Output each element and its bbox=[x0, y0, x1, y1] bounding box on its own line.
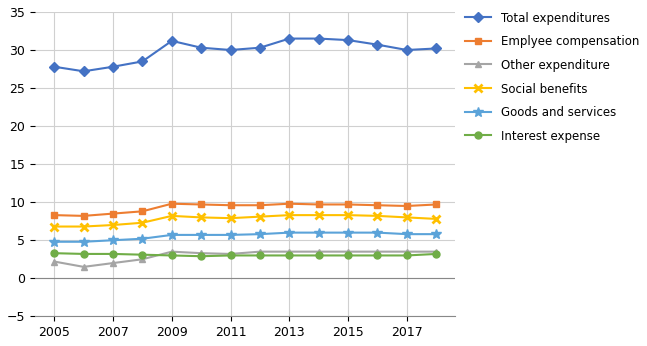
Interest expense bbox=[315, 253, 323, 257]
Total expenditures bbox=[373, 43, 381, 47]
Line: Other expenditure: Other expenditure bbox=[51, 248, 440, 270]
Other expenditure bbox=[226, 252, 234, 256]
Other expenditure bbox=[344, 249, 352, 254]
Other expenditure bbox=[197, 251, 205, 255]
Emplyee compensation bbox=[373, 203, 381, 207]
Line: Interest expense: Interest expense bbox=[51, 250, 440, 260]
Other expenditure bbox=[432, 249, 440, 254]
Goods and services bbox=[432, 232, 440, 236]
Social benefits bbox=[80, 225, 87, 229]
Goods and services bbox=[226, 233, 234, 237]
Social benefits bbox=[285, 213, 293, 217]
Legend: Total expenditures, Emplyee compensation, Other expenditure, Social benefits, Go: Total expenditures, Emplyee compensation… bbox=[465, 12, 639, 143]
Line: Emplyee compensation: Emplyee compensation bbox=[51, 200, 440, 219]
Emplyee compensation bbox=[80, 214, 87, 218]
Goods and services bbox=[168, 233, 176, 237]
Interest expense bbox=[168, 253, 176, 257]
Emplyee compensation bbox=[403, 204, 411, 208]
Goods and services bbox=[256, 232, 264, 236]
Total expenditures bbox=[256, 46, 264, 50]
Total expenditures bbox=[226, 48, 234, 52]
Total expenditures bbox=[432, 46, 440, 51]
Total expenditures bbox=[138, 59, 146, 63]
Total expenditures bbox=[197, 46, 205, 50]
Interest expense bbox=[256, 253, 264, 257]
Emplyee compensation bbox=[109, 211, 117, 216]
Total expenditures bbox=[109, 65, 117, 69]
Total expenditures bbox=[403, 48, 411, 52]
Goods and services bbox=[50, 240, 58, 244]
Social benefits bbox=[226, 216, 234, 220]
Interest expense bbox=[80, 252, 87, 256]
Interest expense bbox=[197, 254, 205, 258]
Other expenditure bbox=[168, 249, 176, 254]
Goods and services bbox=[285, 230, 293, 235]
Social benefits bbox=[138, 221, 146, 225]
Emplyee compensation bbox=[315, 202, 323, 207]
Other expenditure bbox=[285, 249, 293, 254]
Other expenditure bbox=[256, 249, 264, 254]
Interest expense bbox=[373, 253, 381, 257]
Goods and services bbox=[403, 232, 411, 236]
Total expenditures bbox=[50, 65, 58, 69]
Goods and services bbox=[315, 230, 323, 235]
Other expenditure bbox=[373, 249, 381, 254]
Emplyee compensation bbox=[226, 203, 234, 207]
Interest expense bbox=[138, 253, 146, 257]
Other expenditure bbox=[80, 265, 87, 269]
Social benefits bbox=[432, 217, 440, 221]
Social benefits bbox=[256, 215, 264, 219]
Emplyee compensation bbox=[197, 202, 205, 207]
Social benefits bbox=[109, 223, 117, 227]
Emplyee compensation bbox=[256, 203, 264, 207]
Total expenditures bbox=[344, 38, 352, 42]
Interest expense bbox=[109, 252, 117, 256]
Social benefits bbox=[197, 215, 205, 219]
Line: Social benefits: Social benefits bbox=[50, 211, 441, 231]
Line: Goods and services: Goods and services bbox=[49, 228, 441, 247]
Interest expense bbox=[432, 252, 440, 256]
Total expenditures bbox=[315, 36, 323, 40]
Goods and services bbox=[344, 230, 352, 235]
Other expenditure bbox=[138, 257, 146, 261]
Emplyee compensation bbox=[138, 209, 146, 213]
Social benefits bbox=[50, 225, 58, 229]
Goods and services bbox=[197, 233, 205, 237]
Interest expense bbox=[50, 251, 58, 255]
Emplyee compensation bbox=[432, 202, 440, 207]
Total expenditures bbox=[80, 69, 87, 73]
Total expenditures bbox=[285, 36, 293, 40]
Goods and services bbox=[138, 237, 146, 241]
Other expenditure bbox=[109, 261, 117, 265]
Other expenditure bbox=[403, 249, 411, 254]
Line: Total expenditures: Total expenditures bbox=[51, 35, 440, 75]
Interest expense bbox=[285, 253, 293, 257]
Emplyee compensation bbox=[285, 202, 293, 206]
Total expenditures bbox=[168, 39, 176, 43]
Interest expense bbox=[344, 253, 352, 257]
Other expenditure bbox=[315, 249, 323, 254]
Emplyee compensation bbox=[344, 202, 352, 207]
Other expenditure bbox=[50, 260, 58, 264]
Emplyee compensation bbox=[50, 213, 58, 217]
Goods and services bbox=[80, 240, 87, 244]
Social benefits bbox=[403, 215, 411, 219]
Interest expense bbox=[403, 253, 411, 257]
Emplyee compensation bbox=[168, 202, 176, 206]
Goods and services bbox=[373, 230, 381, 235]
Social benefits bbox=[373, 214, 381, 218]
Interest expense bbox=[226, 253, 234, 257]
Social benefits bbox=[168, 214, 176, 218]
Goods and services bbox=[109, 238, 117, 242]
Social benefits bbox=[344, 213, 352, 217]
Social benefits bbox=[315, 213, 323, 217]
